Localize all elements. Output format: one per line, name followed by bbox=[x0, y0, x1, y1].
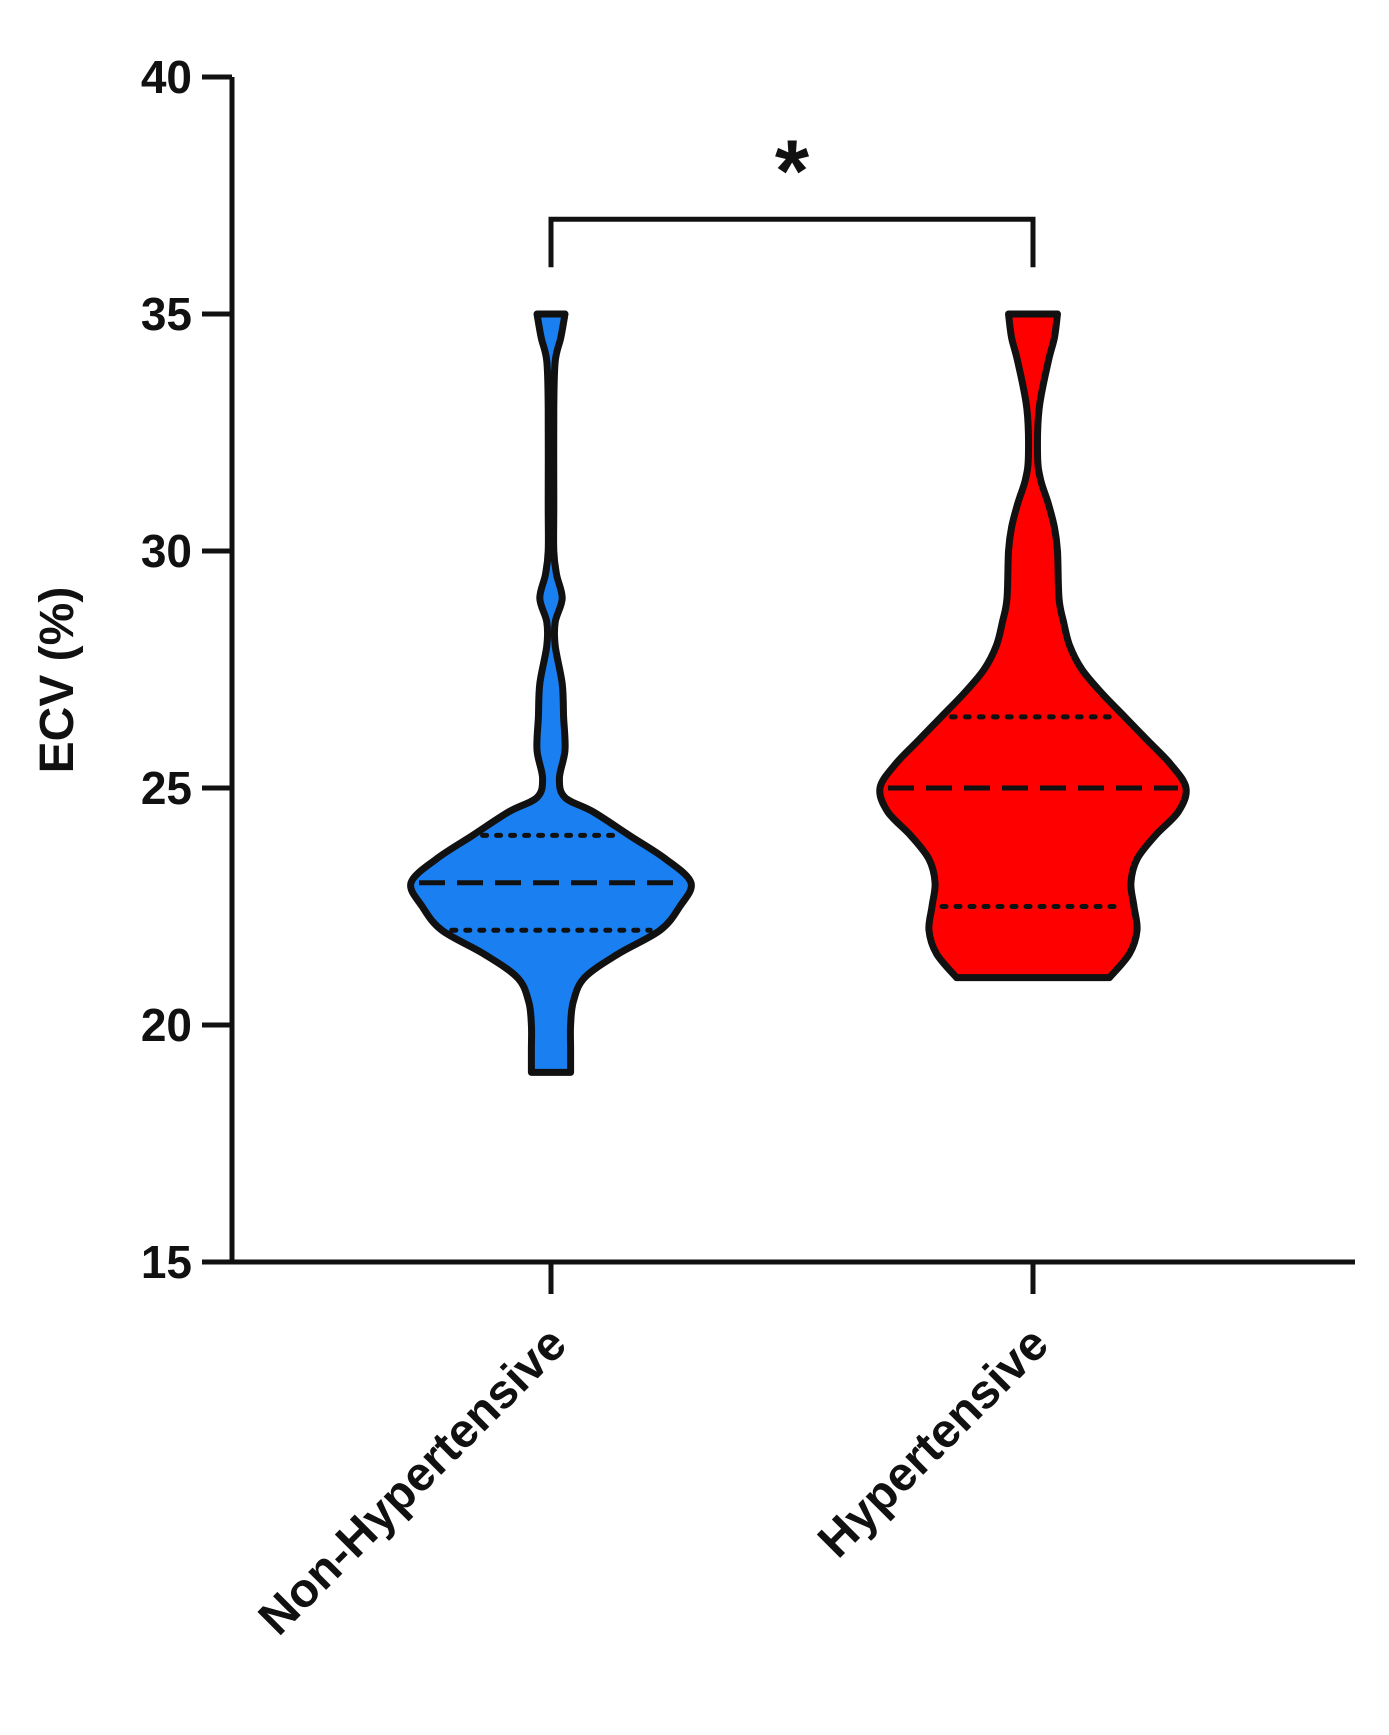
y-axis-label: ECV (%) bbox=[31, 587, 84, 774]
y-ticks: 15 20 25 30 35 40 bbox=[141, 51, 232, 1288]
y-tick-label: 35 bbox=[141, 288, 192, 340]
violin-hypertensive bbox=[876, 310, 1190, 982]
significance-annotations: * bbox=[548, 121, 1036, 268]
significance-star: * bbox=[775, 121, 810, 220]
violin-body bbox=[407, 310, 695, 1076]
violin-non-hypertensive bbox=[407, 310, 695, 1076]
y-tick-label: 40 bbox=[141, 51, 192, 103]
violins-layer bbox=[407, 310, 1190, 1076]
x-tick-label: Non-Hypertensive bbox=[249, 1317, 577, 1645]
x-ticks: Non-Hypertensive Hypertensive bbox=[249, 1262, 1059, 1645]
significance-bracket bbox=[548, 216, 1036, 268]
y-tick-label: 20 bbox=[141, 999, 192, 1051]
y-tick-label: 30 bbox=[141, 525, 192, 577]
axes-layer: 15 20 25 30 35 40 Non-Hypertensive Hypertensiv… bbox=[141, 51, 1355, 1645]
y-tick-label: 15 bbox=[141, 1236, 192, 1288]
violin-body bbox=[876, 310, 1190, 982]
y-tick-label: 25 bbox=[141, 762, 192, 814]
x-tick-label: Hypertensive bbox=[808, 1317, 1059, 1568]
